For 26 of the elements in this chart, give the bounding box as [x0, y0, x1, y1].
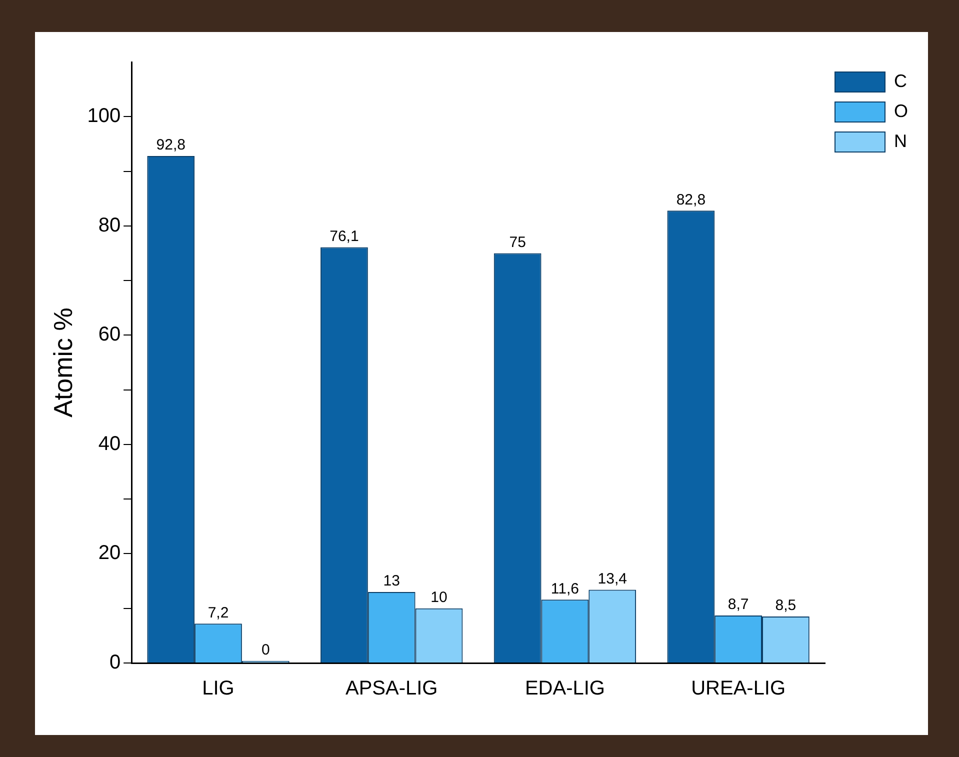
y-tick-label: 60: [98, 324, 121, 346]
data-label: 82,8: [676, 191, 706, 208]
x-tick-label: EDA-LIG: [524, 678, 605, 700]
legend-label: C: [894, 70, 907, 91]
data-label: 8,5: [775, 597, 796, 614]
x-tick-label: LIG: [202, 678, 234, 700]
data-label: 75: [509, 234, 526, 251]
data-label: 13,4: [598, 570, 627, 588]
legend-label: O: [894, 100, 908, 121]
data-label: 10: [430, 589, 448, 606]
data-label: 92,8: [156, 136, 186, 154]
data-label: 8,7: [728, 596, 749, 614]
legend-label: N: [894, 130, 907, 151]
y-tick-label: 20: [98, 542, 121, 564]
y-tick-label: 100: [87, 105, 121, 128]
data-label: 0: [261, 642, 270, 659]
data-label: 13: [383, 572, 400, 590]
data-label: 76,1: [330, 228, 359, 245]
y-tick-label: 40: [98, 432, 121, 455]
y-tick-label: 0: [109, 652, 121, 674]
data-label: 7,2: [208, 604, 229, 622]
x-tick-label: UREA-LIG: [691, 678, 786, 700]
y-tick-label: 80: [98, 214, 121, 236]
y-axis-title: Atomic %: [48, 308, 78, 418]
x-tick-label: APSA-LIG: [345, 678, 438, 700]
data-label: 11,6: [550, 580, 580, 598]
